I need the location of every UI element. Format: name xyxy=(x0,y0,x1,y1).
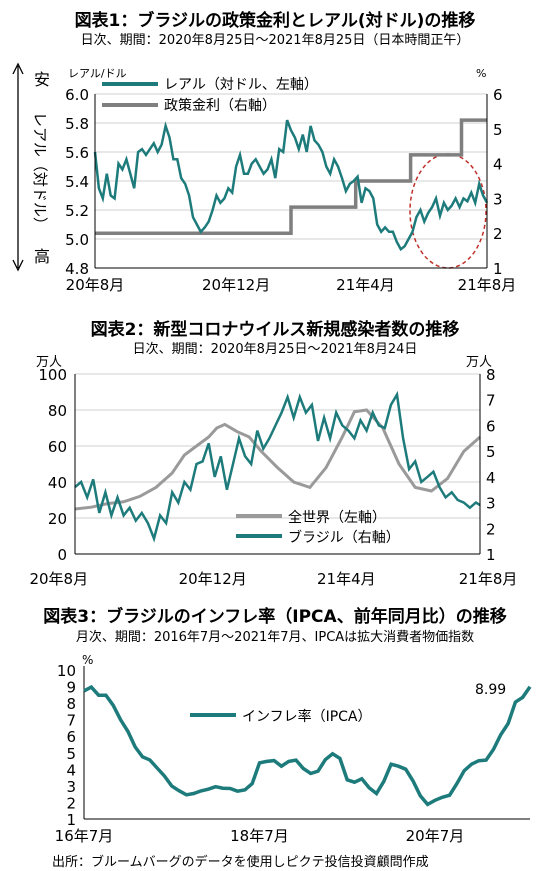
chart3-title: 図表3：ブラジルのインフレ率（IPCA、前年同月比）の推移 xyxy=(43,607,507,627)
chart1-side-mid: レアル（対ドル） xyxy=(31,112,49,232)
chart1-xtick: 21年4月 xyxy=(336,276,395,294)
legend-label-real: レアル（対ドル、左軸） xyxy=(164,77,318,93)
chart1-y2tick: 2 xyxy=(493,225,503,243)
chart1-xtick: 20年12月 xyxy=(202,276,270,294)
chart1-ytick: 5.2 xyxy=(65,202,89,220)
chart1-axes: 6.0 5.8 5.6 5.4 5.2 5.0 4.8 6 5 4 3 2 1 20年8月 20年12月 21… xyxy=(65,86,516,294)
chart1-xtick: 21年8月 xyxy=(458,276,517,294)
chart1-y2label: % xyxy=(476,67,486,80)
legend-label-rate: 政策金利（右軸） xyxy=(164,97,276,114)
chart1-y2tick: 5 xyxy=(493,121,503,139)
chart1-y2tick: 6 xyxy=(493,86,503,104)
chart1-ylabel: レアル/ドル xyxy=(68,67,127,80)
chart1-title: 図表1：ブラジルの政策金利とレアル(対ドル)の推移 xyxy=(74,11,476,31)
chart1-side-arrow xyxy=(12,62,24,272)
chart1-xtick: 20年8月 xyxy=(66,276,125,294)
chart1-grid xyxy=(95,93,487,269)
chart1-side-top: 安 xyxy=(34,70,50,89)
chart1-ytick: 6.0 xyxy=(65,86,89,104)
chart1-y2tick: 4 xyxy=(493,156,503,174)
chart1-ytick: 4.8 xyxy=(65,260,89,278)
chart1-y2tick: 3 xyxy=(493,190,503,208)
chart1-legend: レアル（対ドル、左軸） 政策金利（右軸） xyxy=(102,77,318,114)
chart2-title: 図表2：新型コロナウイルス新規感染者数の推移 xyxy=(90,320,460,340)
chart1-series xyxy=(93,118,489,252)
chart1-ytick: 5.4 xyxy=(65,173,89,191)
chart1-ytick: 5.8 xyxy=(65,115,89,133)
chart1-side-bottom: 高 xyxy=(34,247,50,266)
series-policy-rate xyxy=(95,118,487,235)
series-real xyxy=(93,119,489,252)
chart3-subtitle: 月次、期間：2016年7月～2021年7月、IPCAは拡大消費者物価指数 xyxy=(75,630,475,645)
chart1-ytick: 5.6 xyxy=(65,144,89,162)
chart1-y2tick: 1 xyxy=(493,260,503,278)
chart1-subtitle: 日次、期間：2020年8月25日～2021年8月25日（日本時間正午） xyxy=(80,33,470,48)
chart2-subtitle: 日次、期間：2020年8月25日～2021年8月24日 xyxy=(132,342,418,357)
chart1-ytick: 5.0 xyxy=(65,231,89,249)
source-note: 出所：ブルームバーグのデータを使用しピクテ投信投資顧問作成 xyxy=(52,855,429,870)
